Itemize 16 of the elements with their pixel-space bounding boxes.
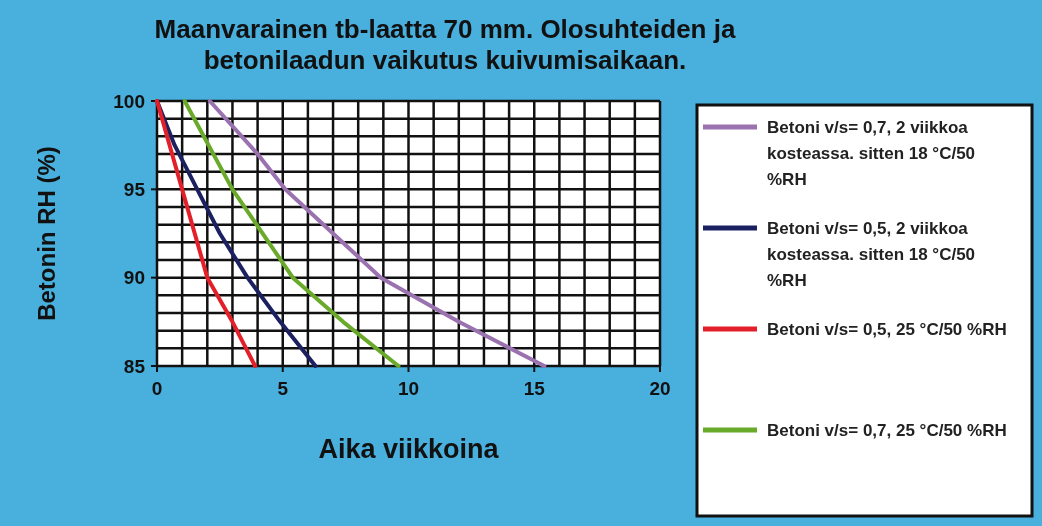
x-tick-label: 20 xyxy=(649,378,671,399)
y-axis-title: Betonin RH (%) xyxy=(33,146,60,321)
y-tick-label: 95 xyxy=(123,178,146,200)
y-tick-label: 100 xyxy=(113,90,145,112)
legend-label: Betoni v/s= 0,7, 25 °C/50 %RH xyxy=(767,421,1007,440)
y-tick-label: 85 xyxy=(123,355,146,377)
chart-title: Maanvarainen tb-laatta 70 mm. Olosuhteiden ja betonilaadun vaikutus kuivumisaikaan. xyxy=(154,14,736,75)
legend-label: Betoni v/s= 0,5, 25 °C/50 %RH xyxy=(767,320,1007,339)
legend-label: Betoni v/s= 0,5, 2 viikkoa kosteassa. sitten 18 °C/50 %RH xyxy=(767,219,976,290)
x-tick-label: 0 xyxy=(151,378,163,399)
x-tick-label: 5 xyxy=(277,378,289,399)
legend-label: Betoni v/s= 0,7, 2 viikkoa kosteassa. sitten 18 °C/50 %RH xyxy=(767,118,976,189)
x-tick-label: 10 xyxy=(397,378,420,399)
y-tick-label: 90 xyxy=(123,267,145,289)
x-axis-title: Aika viikkoina xyxy=(318,434,500,464)
x-tick-label: 15 xyxy=(523,378,546,399)
